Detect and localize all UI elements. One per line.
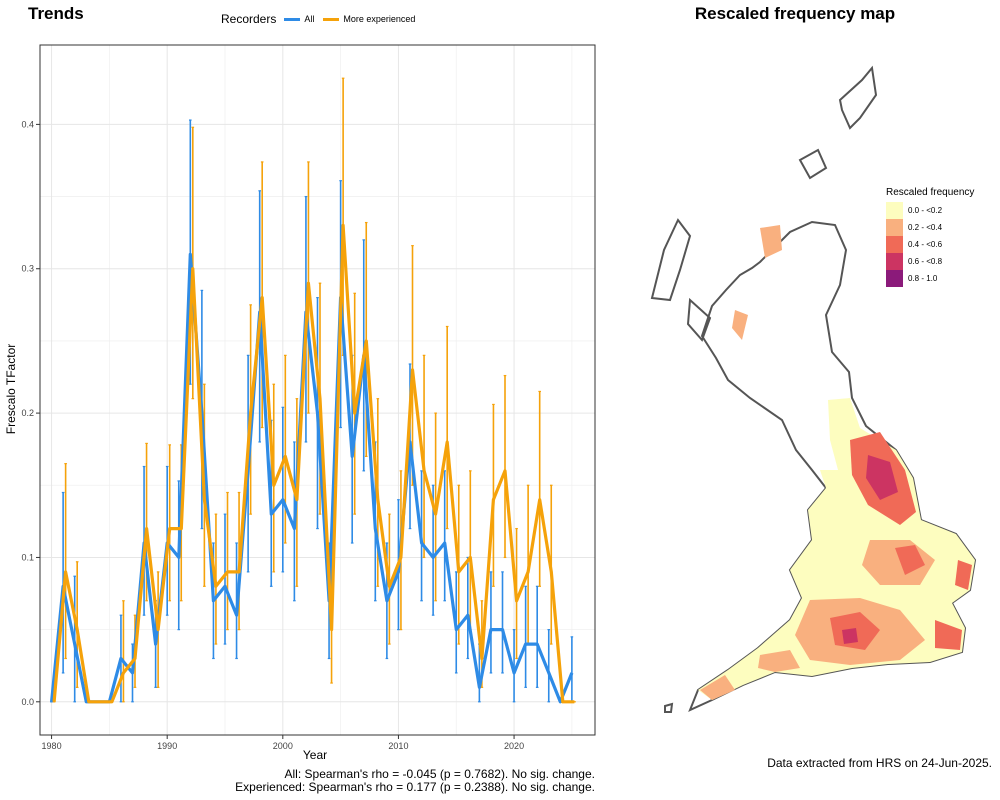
map-zone-southeast [935,620,962,650]
x-tick-label: 2000 [273,741,293,751]
x-tick-label: 1990 [157,741,177,751]
map-zone-northeast-high [866,455,898,500]
map-legend-row: 0.0 - <0.2 [886,202,974,219]
map-legend: Rescaled frequency 0.0 - <0.2 0.2 - <0.4… [886,187,974,287]
map-title: Rescaled frequency map [694,4,896,23]
map-legend-label: 0.4 - <0.6 [908,240,943,249]
legend-label-experienced: More experienced [343,14,416,24]
map-legend-label: 0.0 - <0.2 [908,206,943,215]
y-tick-label: 0.3 [21,264,34,274]
y-tick-label: 0.4 [21,119,34,129]
map-zone-south-high [842,628,858,644]
map-legend-swatch [886,253,903,270]
x-tick-label: 1980 [42,741,62,751]
map-legend-row: 0.2 - <0.4 [886,219,974,236]
map-zone-southwest [758,650,800,672]
western-isles-outline [650,218,692,302]
y-tick-label: 0.0 [21,697,34,707]
map-legend-row: 0.4 - <0.6 [886,236,974,253]
legend-swatch-all [284,17,301,21]
stat-experienced: Experienced: Spearman's rho = 0.177 (p =… [235,780,595,794]
map-legend-label: 0.2 - <0.4 [908,223,943,232]
trends-chart: 1980 1990 2000 2010 2020 0.0 0.1 0.2 0.3 0.4 [21,44,596,751]
x-tick-label: 2020 [504,741,524,751]
shetland-outline [838,65,878,130]
map-zone-midlands-mid [895,545,925,575]
map-legend-row: 0.8 - 1.0 [886,270,974,287]
legend-title: Recorders [221,12,277,26]
stat-all: All: Spearman's rho = -0.045 (p = 0.7682… [284,767,595,781]
legend-label-all: All [304,14,315,24]
legend-swatch-experienced [323,17,340,21]
map-zone-scotland-west [732,310,748,340]
x-tick-label: 2010 [388,741,408,751]
series-line-experienced [52,223,575,704]
map-legend-swatch [886,202,903,219]
map-zone-cornwall [700,675,735,700]
x-axis-label: Year [302,748,328,762]
data-source-note: Data extracted from HRS on 24-Jun-2025. [767,756,992,770]
chart-legend: Recorders All More experienced [221,12,422,26]
plot-border [39,44,596,736]
frequency-map [650,65,977,713]
orkney-outline [798,148,828,180]
map-zone-east [955,560,972,590]
map-legend-swatch [886,236,903,253]
y-axis-label: Frescalo TFactor [4,343,18,435]
y-tick-label: 0.2 [21,408,34,418]
map-mainland [688,220,977,712]
map-legend-title: Rescaled frequency [886,187,975,198]
skye-outline [686,297,712,342]
map-zone-scotland-north [760,225,782,258]
map-legend-label: 0.6 - <0.8 [908,257,943,266]
scilly-outline [664,702,674,713]
map-legend-swatch [886,270,903,287]
trends-title: Trends [28,4,84,23]
map-legend-swatch [886,219,903,236]
map-legend-row: 0.6 - <0.8 [886,253,974,270]
map-legend-label: 0.8 - 1.0 [908,274,938,283]
map-islands [650,65,878,713]
y-tick-label: 0.1 [21,552,34,562]
